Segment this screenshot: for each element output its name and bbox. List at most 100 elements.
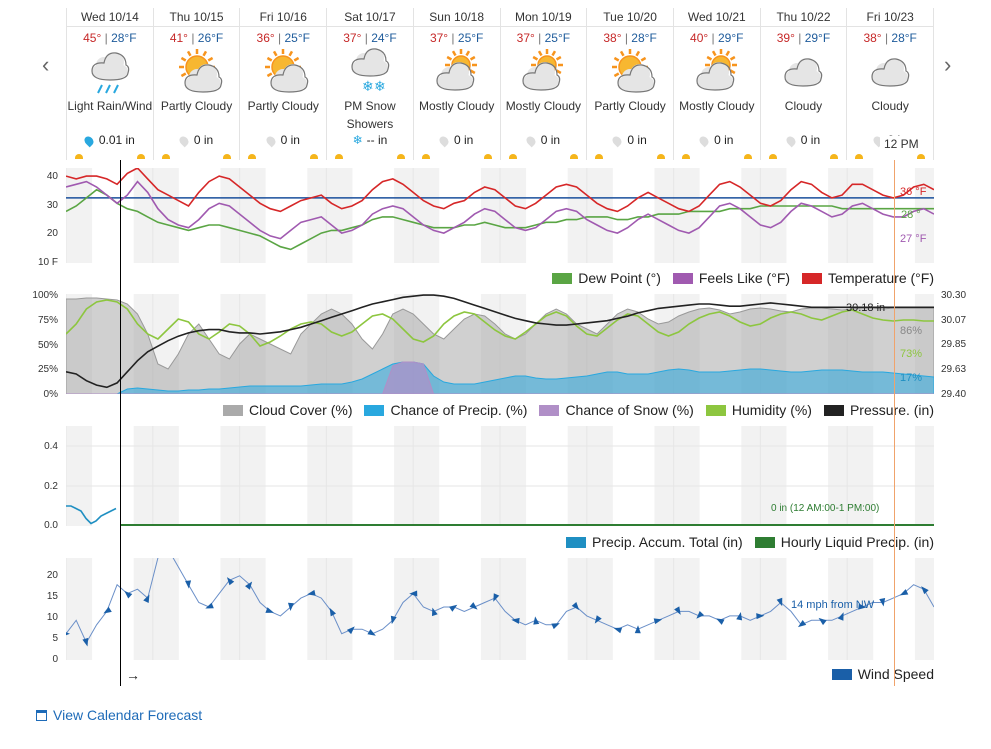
pressure-ytick: 30.07 <box>941 315 967 326</box>
partly-cloudy-icon <box>240 45 326 97</box>
day-temps: 37° | 25°F <box>429 31 484 45</box>
snow-cloud-icon: ❄ ❄ <box>327 45 413 97</box>
accum-legend: Precip. Accum. Total (in) Hourly Liquid P… <box>566 534 934 550</box>
day-column[interactable]: Sat 10/17 37° | 24°F ❄ ❄ PM Snow Showers ❄ --… <box>326 8 413 160</box>
sunrise-icon <box>248 154 257 159</box>
legend-item[interactable]: Dew Point (°) <box>552 270 661 286</box>
wind-direction-arrow <box>818 617 827 626</box>
legend-label: Hourly Liquid Precip. (in) <box>780 534 934 550</box>
pressure-ytick: 29.63 <box>941 364 967 375</box>
day-column[interactable]: Tue 10/20 38° | 28°F Partly Cloudy 0 in <box>586 8 673 160</box>
day-condition: Partly Cloudy <box>594 99 666 113</box>
day-high: 39° <box>776 31 795 45</box>
pressure-ytick: 29.85 <box>941 339 967 350</box>
day-condition: Mostly Cloudy <box>505 99 582 113</box>
day-condition: Light Rain/Wind <box>67 99 153 113</box>
wind-direction-arrow <box>879 598 886 607</box>
legend-item[interactable]: Temperature (°F) <box>802 270 934 286</box>
calendar-icon <box>36 709 47 721</box>
day-temps: 37° | 25°F <box>516 31 571 45</box>
cloud-ytick: 50% <box>37 340 58 351</box>
wind-direction-arrow <box>613 627 623 634</box>
next-arrow-icon[interactable]: › <box>944 52 952 77</box>
sun-markers <box>335 154 405 160</box>
legend-item[interactable]: Humidity (%) <box>705 402 812 418</box>
cloud-ytick: 100% <box>32 290 58 301</box>
sunset-icon <box>656 154 665 159</box>
sunrise-icon <box>335 154 344 159</box>
wind-direction-arrow <box>185 580 192 589</box>
wind-direction-arrow <box>511 617 520 624</box>
legend-swatch <box>539 404 560 416</box>
wind-direction-arrow <box>756 613 765 620</box>
dew-point-line <box>65 188 934 251</box>
snowflake-icon: ❄ <box>352 133 363 147</box>
day-column[interactable]: Wed 10/21 40° | 29°F Mostly Cloudy 0 in <box>672 8 760 160</box>
day-low: 28°F <box>111 31 137 45</box>
legend-swatch <box>802 272 823 284</box>
day-column[interactable]: Wed 10/14 45° | 28°F Light Rain/Wind 0.01 … <box>66 8 153 160</box>
wind-direction-arrow <box>674 606 681 615</box>
day-high: 45° <box>83 31 102 45</box>
wind-direction-arrow <box>634 625 641 634</box>
day-condition: Mostly Cloudy <box>679 99 755 113</box>
humidity-line <box>65 299 934 347</box>
legend-item[interactable]: Wind Speed <box>831 666 934 682</box>
legend-item[interactable]: Precip. Accum. Total (in) <box>566 534 743 550</box>
day-column[interactable]: Thu 10/15 41° | 26°F Partly Cloudy 0 in <box>152 8 240 160</box>
raindrop-icon <box>784 134 798 148</box>
legend-item[interactable]: Chance of Snow (%) <box>539 402 694 418</box>
day-temps: 38° | 28°F <box>863 31 917 45</box>
raindrop-icon <box>611 134 624 148</box>
legend-swatch <box>705 404 726 416</box>
legend-label: Chance of Precip. (%) <box>390 402 528 418</box>
day-temps: 37° | 24°F <box>343 31 397 45</box>
legend-item[interactable]: Feels Like (°F) <box>672 270 790 286</box>
wind-ytick: 5 <box>52 633 58 644</box>
legend-item[interactable]: Cloud Cover (%) <box>223 402 352 418</box>
svg-text:❄: ❄ <box>362 79 374 95</box>
legend-item[interactable]: Chance of Precip. (%) <box>364 402 527 418</box>
prev-arrow-icon[interactable]: ‹ <box>42 52 50 77</box>
sun-markers <box>768 154 839 160</box>
wind-direction-arrow <box>533 616 540 625</box>
day-column[interactable]: Mon 10/19 37° | 25°F Mostly Cloudy 0 in <box>499 8 587 160</box>
wind-direction-arrow <box>594 615 602 624</box>
legend-item[interactable]: Pressure. (in) <box>823 402 934 418</box>
wind-direction-arrow <box>551 623 560 630</box>
cloud-ytick: 75% <box>37 315 58 326</box>
sunset-icon <box>136 154 145 159</box>
calendar-link-label: View Calendar Forecast <box>53 707 203 723</box>
wind-current-label: 14 mph from NW <box>791 599 875 611</box>
temp-ytick: 10 F <box>37 257 58 268</box>
wind-direction-arrow <box>143 594 150 604</box>
wind-direction-arrow <box>329 607 337 617</box>
sun-markers <box>508 154 579 160</box>
day-condition: Mostly Cloudy <box>418 99 495 113</box>
wind-direction-arrow <box>899 589 909 596</box>
day-low: 25°F <box>284 31 310 45</box>
wind-direction-arrow <box>265 607 274 613</box>
pressure-current-label: 30.18 in <box>846 302 886 314</box>
day-precip-amount: 0 in <box>280 133 300 147</box>
day-column[interactable]: Thu 10/22 39° | 29°F Cloudy 0 in <box>759 8 847 160</box>
partly-cloudy-icon <box>154 45 240 97</box>
temp-current-label: 36 °F <box>900 186 927 198</box>
feels-like-line <box>65 180 935 240</box>
legend-item[interactable]: Hourly Liquid Precip. (in) <box>754 534 934 550</box>
wind-direction-arrow <box>367 629 376 636</box>
day-date: Wed 10/14 <box>67 8 153 27</box>
raindrop-icon <box>264 134 277 148</box>
day-column[interactable]: Sun 10/18 37° | 25°F Mostly Cloudy 0 in <box>412 8 500 160</box>
cloud-current-label: 86% <box>900 325 923 337</box>
day-low: 24°F <box>371 31 397 45</box>
day-column[interactable]: Fri 10/16 36° | 25°F Partly Cloudy 0 in <box>239 8 327 160</box>
legend-swatch <box>672 272 693 284</box>
day-precip-amount: 0 in <box>627 133 647 147</box>
sun-markers <box>595 154 665 160</box>
sunset-icon <box>396 154 405 159</box>
calendar-forecast-link[interactable]: View Calendar Forecast <box>36 707 202 723</box>
wind-ytick: 0 <box>52 654 58 665</box>
legend-swatch <box>223 404 243 416</box>
sunrise-icon <box>508 154 517 159</box>
